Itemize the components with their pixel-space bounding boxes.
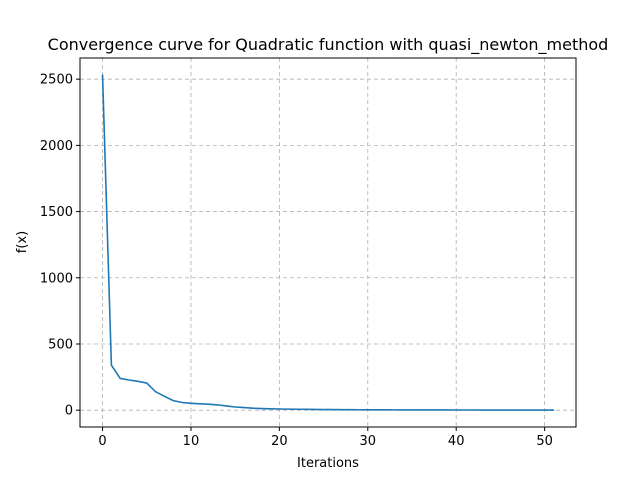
- series-line-0: [101, 74, 555, 411]
- x-tick-label: 0: [98, 434, 106, 449]
- x-axis-ticks: 0 10 20 30 40 50: [98, 427, 553, 449]
- y-tick-label: 500: [48, 337, 73, 352]
- y-axis-label: f(x): [15, 231, 30, 253]
- chart-title: Convergence curve for Quadratic function…: [48, 35, 609, 55]
- y-tick-label: 2000: [40, 139, 73, 154]
- x-tick-label: 20: [271, 434, 288, 449]
- y-axis-ticks: 0 500 1000 1500 2000 2500: [40, 73, 80, 419]
- y-tick-label: 1000: [40, 271, 73, 286]
- plot-lines: [101, 74, 555, 411]
- y-tick-label: 1500: [40, 205, 73, 220]
- plot-frame: [79, 57, 577, 428]
- x-tick-label: 50: [536, 434, 553, 449]
- x-tick-label: 40: [448, 434, 465, 449]
- x-tick-label: 30: [360, 434, 377, 449]
- y-tick-label: 2500: [40, 73, 73, 88]
- x-tick-label: 10: [183, 434, 200, 449]
- x-axis-label: Iterations: [297, 456, 359, 471]
- y-tick-label: 0: [65, 404, 73, 419]
